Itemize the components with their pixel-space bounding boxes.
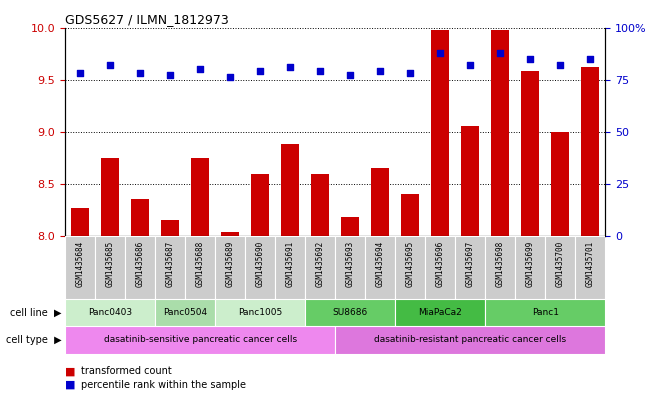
- Point: [165, 72, 175, 79]
- Bar: [432, 29, 449, 236]
- Point: [585, 55, 596, 62]
- Bar: [215, 299, 305, 326]
- Text: GSM1435694: GSM1435694: [376, 241, 385, 287]
- Bar: [551, 132, 570, 236]
- Bar: [155, 299, 215, 326]
- Bar: [425, 236, 455, 299]
- Bar: [101, 158, 119, 236]
- Bar: [521, 71, 540, 236]
- Bar: [335, 236, 365, 299]
- Point: [225, 74, 236, 81]
- Bar: [65, 326, 335, 354]
- Text: cell type  ▶: cell type ▶: [7, 335, 62, 345]
- Text: Panc1: Panc1: [532, 308, 559, 317]
- Text: cell line  ▶: cell line ▶: [10, 307, 62, 318]
- Text: GSM1435684: GSM1435684: [76, 241, 85, 287]
- Text: SU8686: SU8686: [333, 308, 368, 317]
- Bar: [455, 236, 486, 299]
- Text: GDS5627 / ILMN_1812973: GDS5627 / ILMN_1812973: [65, 13, 229, 26]
- Text: ■: ■: [65, 366, 76, 376]
- Bar: [395, 236, 425, 299]
- Point: [285, 64, 296, 70]
- Point: [75, 70, 85, 77]
- Bar: [462, 127, 479, 236]
- Point: [465, 62, 475, 68]
- Bar: [71, 208, 89, 236]
- Text: GSM1435690: GSM1435690: [256, 241, 265, 287]
- Bar: [365, 236, 395, 299]
- Bar: [275, 236, 305, 299]
- Text: percentile rank within the sample: percentile rank within the sample: [81, 380, 246, 390]
- Text: GSM1435700: GSM1435700: [556, 241, 565, 287]
- Text: GSM1435689: GSM1435689: [226, 241, 235, 287]
- Bar: [281, 144, 299, 236]
- Text: GSM1435698: GSM1435698: [496, 241, 505, 287]
- Point: [195, 66, 206, 72]
- Bar: [131, 199, 149, 236]
- Bar: [95, 236, 125, 299]
- Bar: [486, 299, 605, 326]
- Bar: [215, 236, 245, 299]
- Bar: [161, 220, 179, 236]
- Bar: [251, 174, 270, 236]
- Bar: [371, 168, 389, 236]
- Text: GSM1435701: GSM1435701: [586, 241, 595, 287]
- Text: dasatinib-sensitive pancreatic cancer cells: dasatinib-sensitive pancreatic cancer ce…: [104, 336, 297, 344]
- Text: GSM1435696: GSM1435696: [436, 241, 445, 287]
- Text: GSM1435685: GSM1435685: [105, 241, 115, 287]
- Bar: [305, 299, 395, 326]
- Bar: [492, 29, 509, 236]
- Bar: [191, 158, 209, 236]
- Bar: [311, 174, 329, 236]
- Point: [375, 68, 385, 74]
- Text: GSM1435686: GSM1435686: [135, 241, 145, 287]
- Bar: [395, 299, 486, 326]
- Point: [315, 68, 326, 74]
- Point: [255, 68, 266, 74]
- Text: GSM1435692: GSM1435692: [316, 241, 325, 287]
- Point: [135, 70, 145, 77]
- Bar: [335, 326, 605, 354]
- Bar: [65, 236, 95, 299]
- Point: [525, 55, 536, 62]
- Bar: [546, 236, 575, 299]
- Bar: [245, 236, 275, 299]
- Text: GSM1435695: GSM1435695: [406, 241, 415, 287]
- Text: Panc0504: Panc0504: [163, 308, 207, 317]
- Bar: [575, 236, 605, 299]
- Point: [105, 62, 115, 68]
- Text: GSM1435687: GSM1435687: [165, 241, 174, 287]
- Point: [555, 62, 566, 68]
- Bar: [185, 236, 215, 299]
- Point: [405, 70, 415, 77]
- Text: MiaPaCa2: MiaPaCa2: [419, 308, 462, 317]
- Bar: [401, 194, 419, 236]
- Text: Panc0403: Panc0403: [88, 308, 132, 317]
- Bar: [341, 217, 359, 236]
- Bar: [486, 236, 516, 299]
- Bar: [305, 236, 335, 299]
- Text: GSM1435697: GSM1435697: [466, 241, 475, 287]
- Text: transformed count: transformed count: [81, 366, 172, 376]
- Point: [345, 72, 355, 79]
- Point: [495, 50, 506, 56]
- Text: Panc1005: Panc1005: [238, 308, 283, 317]
- Text: GSM1435691: GSM1435691: [286, 241, 295, 287]
- Text: GSM1435699: GSM1435699: [526, 241, 535, 287]
- Text: GSM1435688: GSM1435688: [196, 241, 204, 287]
- Bar: [581, 67, 600, 236]
- Point: [435, 50, 445, 56]
- Text: dasatinib-resistant pancreatic cancer cells: dasatinib-resistant pancreatic cancer ce…: [374, 336, 566, 344]
- Text: GSM1435693: GSM1435693: [346, 241, 355, 287]
- Text: ■: ■: [65, 380, 76, 390]
- Bar: [516, 236, 546, 299]
- Bar: [221, 231, 239, 236]
- Bar: [125, 236, 155, 299]
- Bar: [65, 299, 155, 326]
- Bar: [155, 236, 185, 299]
